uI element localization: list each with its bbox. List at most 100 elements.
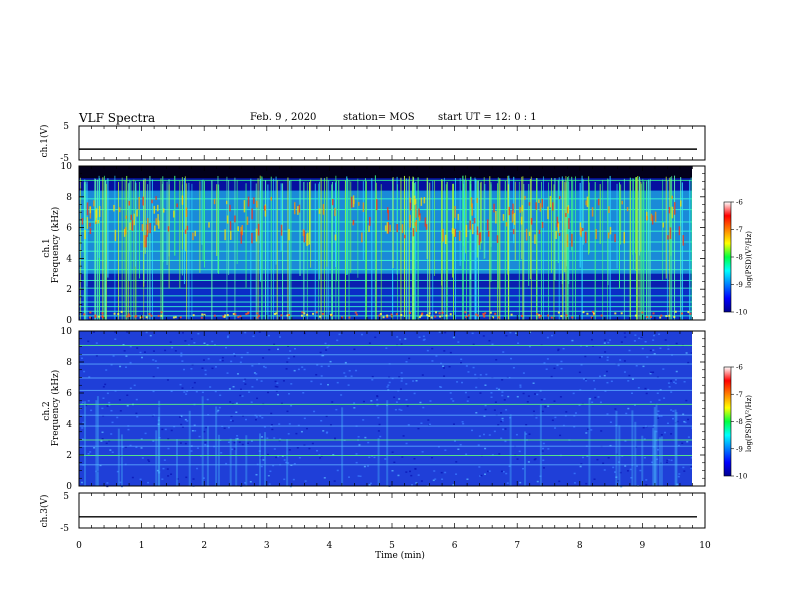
ch1-spec-low-speckle — [428, 312, 431, 315]
ch2-spec-noise — [527, 461, 530, 463]
ch2-spec-noise — [433, 470, 436, 472]
ch2-spec-noise — [195, 390, 198, 393]
ch2-spec-noise — [336, 469, 339, 472]
ch2-spec-noise — [420, 422, 423, 424]
ch1-spec-low-speckle — [120, 310, 123, 313]
ch2-spec-noise — [80, 357, 83, 360]
ch2-spec-noise — [512, 366, 515, 369]
time-tick-label: 1 — [139, 541, 145, 551]
ch2-spec-tone-line — [79, 354, 692, 356]
ch1-spec-hotspot — [226, 215, 229, 224]
ch1-spec-tone-line — [79, 287, 692, 289]
ch2-spec-noise — [201, 367, 204, 369]
ch2-spec-noise — [393, 396, 396, 399]
ch1-spec-sferic — [529, 178, 531, 280]
ch2-spec-noise — [484, 408, 487, 411]
ch1-spec-sferic — [554, 178, 556, 281]
ch1-spec-hotspot — [585, 200, 587, 206]
ch2-spec-noise — [687, 361, 690, 364]
ch1-spec-sferic — [417, 177, 419, 320]
ch2-spec-noise — [653, 334, 656, 337]
ch1-spec-ytick-label: 6 — [66, 224, 72, 234]
ch1-spec-hotspot — [524, 195, 526, 200]
ch1-spec-hotspot — [567, 205, 570, 214]
ch2-spec-noise — [405, 383, 408, 385]
ch2-spec-noise — [152, 390, 155, 393]
ch2-spec-noise — [623, 371, 626, 373]
ch1-spec-sferic — [290, 180, 292, 320]
ch2-spec-noise — [558, 480, 561, 483]
ch2-spec-noise — [353, 402, 356, 404]
ch1-spec-hotspot — [654, 211, 657, 222]
ch1-spec-sferic — [314, 183, 316, 320]
ch1-spec-sferic — [674, 175, 676, 320]
ch2-spec-noise — [493, 409, 496, 411]
ch1-spec-low-speckle — [435, 311, 438, 314]
ch1-spec-hotspot — [386, 222, 389, 234]
ch1-spec-hotspot — [555, 230, 557, 240]
ch2-spec-noise — [325, 349, 328, 351]
ch1-spec-sferic — [199, 181, 201, 273]
ch2-spec-noise — [624, 465, 627, 467]
ch2-spec-noise — [231, 420, 234, 422]
ch1-spec-hotspot — [352, 219, 355, 225]
ch2-spec-noise — [336, 339, 339, 342]
ch2-spec-noise — [440, 362, 443, 365]
ch2-spec-noise — [124, 446, 127, 448]
ch2-spec-noise — [452, 484, 455, 486]
ch2-spec-noise — [147, 459, 150, 461]
ch2-spec-noise — [459, 443, 462, 446]
ch1-spec-sferic — [599, 184, 601, 244]
ch2-spec-noise — [544, 406, 547, 408]
ch2-spec-noise — [500, 420, 503, 423]
ch1-spec-hotspot — [155, 196, 157, 200]
ch2-spec-noise — [363, 465, 366, 468]
ch2-spec-noise — [119, 410, 122, 412]
ch1-spec-low-speckle — [150, 314, 153, 317]
ch2-spec-streak — [235, 437, 238, 486]
ch1-spec-sferic — [102, 177, 104, 320]
ch1-spec-sferic — [287, 177, 289, 320]
ch2-spec-noise — [316, 364, 319, 366]
ch1-spec-sferic — [588, 176, 590, 255]
ch1-spec-low-speckle — [355, 313, 358, 316]
ch1-spec-hotspot — [302, 229, 305, 237]
ch1-spec-hotspot — [114, 229, 117, 242]
ch1-spec-sferic — [427, 181, 429, 320]
ch2-spec-noise — [204, 444, 207, 446]
ch1-spec-hotspot — [487, 231, 490, 237]
ch2-spec-noise — [244, 378, 247, 380]
ch2-spec-noise — [629, 468, 632, 471]
ch2-spec-noise — [246, 442, 249, 444]
ch2-spec-noise — [484, 473, 487, 475]
ch1-spectrogram-panel: 0 2 4 6 8 10 — [61, 162, 706, 326]
ch1-spec-sferic — [607, 179, 609, 286]
ch2-spec-noise — [501, 417, 504, 420]
ch2-spec-noise — [253, 372, 256, 374]
ch2-spec-noise — [202, 359, 205, 361]
ch2-spec-noise — [267, 475, 270, 477]
ch1-spec-low-speckle — [571, 316, 574, 319]
ch2-spec-noise — [270, 423, 273, 426]
ch2-spec-noise — [441, 478, 444, 480]
ch1-spec-sferic — [160, 178, 162, 320]
ch2-spec-noise — [102, 386, 105, 388]
ch2-spec-noise — [528, 345, 531, 348]
ch2-spec-noise — [158, 472, 161, 474]
ch2-spec-noise — [152, 350, 155, 352]
ch2-spec-noise — [664, 339, 667, 341]
ch2-spec-noise — [303, 368, 306, 371]
ch1-spec-hotspot — [662, 222, 665, 228]
ch1-spec-ytick-label: 8 — [66, 193, 72, 203]
time-tick-label: 0 — [76, 541, 82, 551]
ch2-spec-noise — [258, 331, 261, 333]
ch2-spec-noise — [422, 406, 425, 409]
ch1-spec-hotspot — [185, 207, 188, 217]
ch2-spec-noise — [304, 480, 307, 482]
ch1-spec-hotspot — [241, 225, 244, 236]
ch1-spec-sferic — [646, 180, 648, 320]
ch2-spec-noise — [110, 433, 113, 435]
ch2-spec-noise — [191, 429, 194, 432]
ch1-spec-low-speckle — [213, 314, 216, 317]
ch1-spec-low-speckle — [160, 311, 163, 314]
